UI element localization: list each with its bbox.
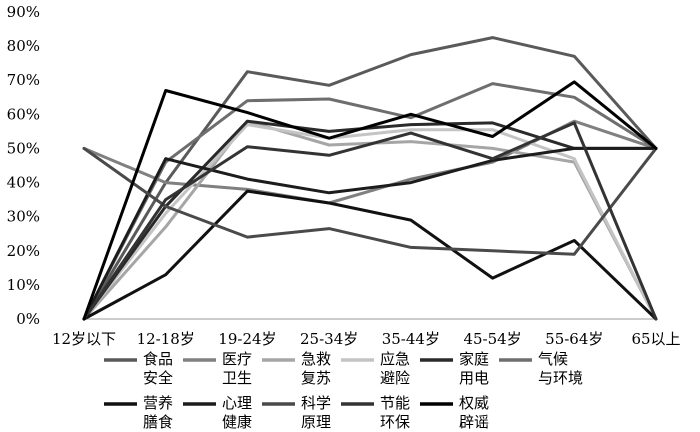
y-tick-label: 80% (7, 37, 40, 55)
legend-label: 用电 (459, 369, 489, 387)
x-axis: 12岁以下 12-18岁 19-24岁 25-34岁 35-44岁 45-54岁 55-64… (52, 318, 681, 348)
y-tick-label: 0% (16, 310, 40, 328)
legend-label: 膳食 (143, 413, 173, 431)
legend-label: 安全 (143, 369, 173, 387)
x-tick-label: 65以上 (631, 330, 680, 348)
legend-label: 辟谣 (459, 413, 489, 431)
series-line (82, 80, 658, 321)
legend-label: 医疗 (222, 350, 252, 368)
y-tick-label: 40% (7, 174, 40, 192)
x-tick-label: 12-18岁 (137, 330, 195, 348)
legend-label: 急救 (301, 350, 331, 368)
y-tick-label: 50% (7, 139, 40, 157)
series-line (82, 36, 658, 321)
x-tick-label: 12岁以下 (52, 330, 116, 348)
y-axis: 0% 10% 20% 30% 40% 50% 60% 70% 80% 90% (7, 3, 40, 328)
legend-label: 与环境 (538, 369, 583, 387)
legend-label: 复苏 (301, 369, 331, 387)
legend-label: 食品 (143, 350, 173, 368)
x-tick-label: 35-44岁 (382, 330, 440, 348)
y-tick-label: 90% (7, 3, 40, 21)
y-tick-label: 10% (7, 276, 40, 294)
x-tick-label: 25-34岁 (300, 330, 358, 348)
legend: 食品安全医疗卫生急救复苏应急避险家庭用电气候与环境营养膳食心理健康科学原理节能环… (104, 350, 583, 431)
legend-label: 避险 (380, 369, 410, 387)
legend-label: 节能 (380, 394, 410, 412)
legend-label: 心理 (222, 394, 252, 412)
x-tick-label: 45-54岁 (463, 330, 521, 348)
series-lines (82, 36, 658, 321)
legend-label: 环保 (380, 413, 410, 431)
series-line (82, 121, 658, 321)
y-tick-label: 30% (7, 208, 40, 226)
legend-label: 家庭 (459, 350, 489, 368)
series-line (82, 189, 658, 321)
legend-label: 营养 (143, 394, 173, 412)
series-line (82, 123, 658, 321)
series-line (82, 119, 658, 321)
legend-label: 气候 (538, 350, 568, 368)
y-tick-label: 70% (7, 71, 40, 89)
legend-label: 科学 (301, 394, 331, 412)
legend-label: 卫生 (222, 369, 252, 387)
legend-label: 权威 (459, 394, 489, 412)
legend-label: 健康 (222, 413, 252, 431)
series-line (82, 146, 658, 321)
series-line (82, 82, 658, 321)
legend-label: 原理 (301, 413, 331, 431)
y-tick-label: 20% (7, 242, 40, 260)
y-tick-label: 60% (7, 105, 40, 123)
series-line (82, 146, 658, 256)
x-tick-label: 55-64岁 (545, 330, 603, 348)
legend-label: 应急 (380, 350, 410, 368)
x-tick-label: 19-24岁 (218, 330, 276, 348)
